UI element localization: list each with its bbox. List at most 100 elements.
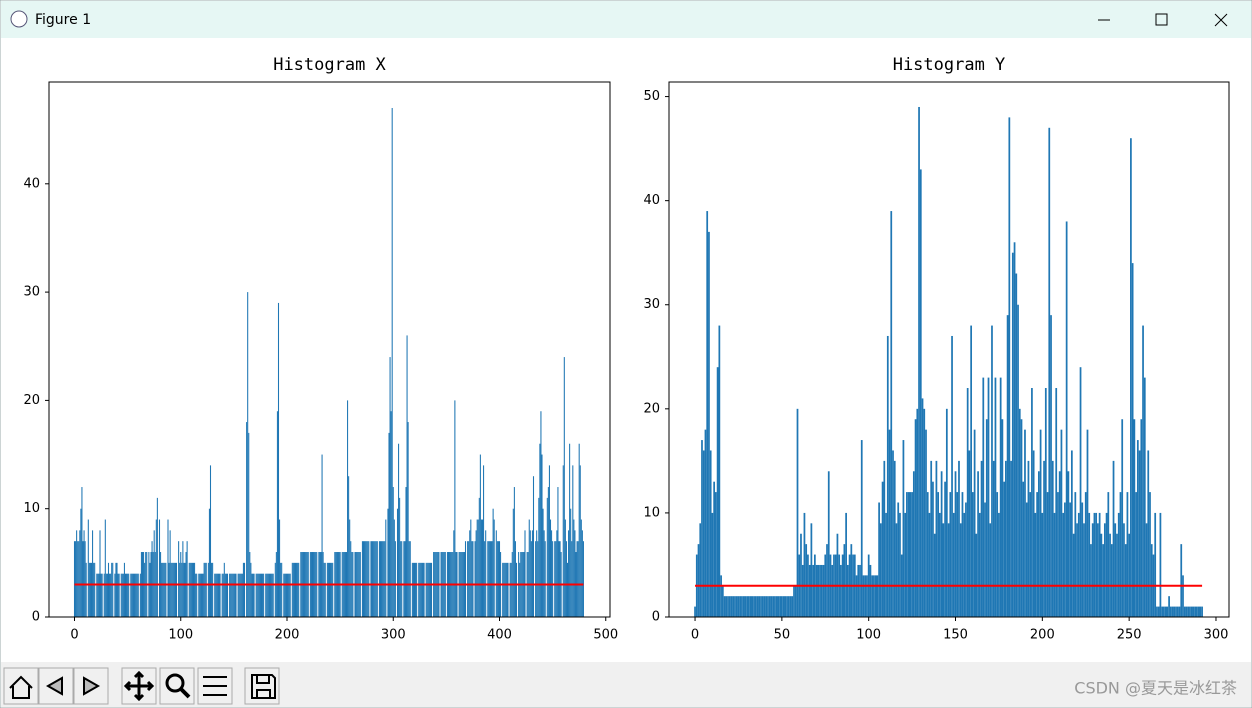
bar xyxy=(539,443,541,617)
bar xyxy=(994,377,997,617)
bar xyxy=(384,541,386,617)
bar xyxy=(978,512,981,617)
bar xyxy=(725,596,728,617)
bar xyxy=(497,541,499,617)
y-tick-label: 20 xyxy=(23,393,40,408)
bar xyxy=(464,541,467,617)
bar xyxy=(425,562,427,617)
bar xyxy=(1164,606,1167,617)
y-tick-label: 30 xyxy=(23,285,40,300)
bar xyxy=(406,335,408,617)
bar xyxy=(349,519,351,617)
bar xyxy=(918,106,920,618)
bar xyxy=(775,596,778,617)
bar xyxy=(1150,544,1153,617)
bar xyxy=(530,541,532,617)
bar xyxy=(223,562,225,617)
bar xyxy=(172,562,174,617)
bar xyxy=(283,573,285,617)
bar xyxy=(423,562,425,617)
bar xyxy=(483,465,485,617)
bar xyxy=(812,564,814,617)
bar xyxy=(774,596,776,617)
bar xyxy=(240,573,242,617)
bar xyxy=(937,492,940,617)
bar xyxy=(562,465,564,617)
bar xyxy=(709,450,712,617)
bar xyxy=(702,450,705,617)
bar xyxy=(1168,596,1170,617)
y-tick-label: 10 xyxy=(643,505,660,520)
bar xyxy=(582,541,584,617)
bar xyxy=(857,564,860,617)
bar xyxy=(540,411,542,617)
bar xyxy=(548,465,550,617)
bar xyxy=(876,575,879,617)
bar xyxy=(559,541,561,617)
bar xyxy=(1145,523,1148,617)
bar xyxy=(564,519,566,617)
bar xyxy=(182,541,184,617)
bar xyxy=(1018,408,1021,617)
bar xyxy=(538,497,540,617)
bar xyxy=(1064,502,1066,617)
bar xyxy=(860,440,863,617)
bar xyxy=(704,429,707,617)
back-button[interactable] xyxy=(38,667,74,705)
bar xyxy=(869,564,872,617)
bar xyxy=(945,408,948,617)
bar xyxy=(427,562,429,617)
maximize-button[interactable] xyxy=(1155,13,1168,26)
bar xyxy=(454,400,456,617)
bar xyxy=(737,596,740,617)
bar xyxy=(106,573,108,617)
bar xyxy=(116,562,118,617)
bar xyxy=(100,573,102,617)
bar xyxy=(149,562,151,617)
bar xyxy=(367,541,369,617)
bar xyxy=(399,497,401,617)
bar xyxy=(135,573,137,617)
bar xyxy=(949,492,952,617)
bar xyxy=(1180,544,1183,617)
bar xyxy=(572,465,574,617)
bar xyxy=(169,530,171,617)
zoom-button[interactable] xyxy=(159,667,195,705)
bar xyxy=(376,541,378,617)
bar xyxy=(430,562,433,617)
bar xyxy=(897,502,900,617)
bar xyxy=(269,573,271,617)
bar xyxy=(124,573,127,617)
bar xyxy=(1166,606,1169,617)
bar xyxy=(985,419,988,617)
bar xyxy=(412,562,414,617)
bar xyxy=(1034,512,1037,617)
bar xyxy=(266,573,268,617)
x-tick-label: 0 xyxy=(70,628,78,643)
bar xyxy=(212,562,214,617)
bar xyxy=(850,544,853,617)
bar xyxy=(296,562,298,617)
bar xyxy=(392,487,394,617)
bar xyxy=(286,573,288,617)
bar xyxy=(1081,502,1084,617)
bar xyxy=(1156,606,1158,617)
bar xyxy=(370,541,372,617)
bar xyxy=(846,564,849,617)
close-button[interactable] xyxy=(1214,13,1228,27)
bar xyxy=(555,541,557,617)
bar xyxy=(1154,512,1157,617)
bar xyxy=(820,564,823,617)
bar xyxy=(1055,388,1058,617)
home-icon xyxy=(9,675,33,699)
bar xyxy=(99,530,101,617)
bar xyxy=(204,562,206,617)
bar xyxy=(1142,325,1144,617)
bar xyxy=(529,530,531,617)
bar xyxy=(801,564,804,617)
bar xyxy=(258,573,260,617)
bar xyxy=(495,530,497,617)
bar xyxy=(1050,315,1052,617)
bar xyxy=(972,492,974,617)
bar xyxy=(503,562,505,617)
